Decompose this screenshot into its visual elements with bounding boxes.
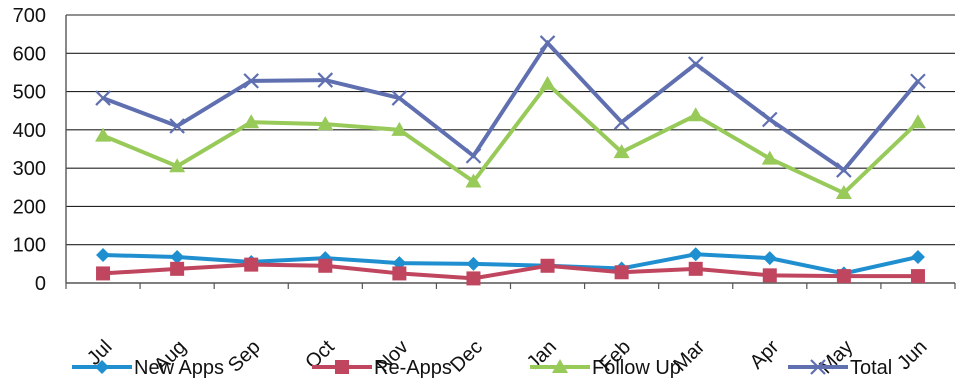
point-follow-up-jun <box>909 114 926 129</box>
point-total-apr <box>762 111 778 128</box>
series-layer <box>95 35 926 286</box>
point-total-jun <box>910 73 926 90</box>
point-total-jan <box>539 35 556 51</box>
point-total-oct <box>317 72 334 88</box>
legend-label-new-apps: New Apps <box>134 357 224 379</box>
point-follow-up-apr <box>761 150 778 165</box>
point-follow-up-may <box>835 185 852 200</box>
series-line-follow-up <box>102 80 920 196</box>
point-re-apps-mar <box>688 261 703 276</box>
point-re-apps-may <box>836 269 851 284</box>
x-tick-label-sep: Sep <box>224 336 265 377</box>
legend-label-follow-up: Follow Up <box>592 357 681 379</box>
point-follow-up-aug <box>169 158 186 173</box>
point-follow-up-jul <box>95 127 112 142</box>
point-new-apps-dec <box>466 256 481 271</box>
point-follow-up-feb <box>613 144 630 159</box>
point-new-apps-jun <box>910 249 925 264</box>
legend-item-total: Total <box>788 357 892 379</box>
x-tick-label-dec: Dec <box>446 336 487 377</box>
point-total-jul <box>95 90 111 106</box>
legend-item-follow-up: Follow Up <box>530 357 681 379</box>
point-follow-up-sep <box>243 114 260 129</box>
point-re-apps-sep <box>244 257 259 272</box>
y-tick-label: 500 <box>13 82 46 104</box>
point-re-apps-jun <box>910 269 925 284</box>
x-tick-label-apr: Apr <box>746 336 784 374</box>
point-follow-up-oct <box>317 116 334 131</box>
y-tick-label: 700 <box>13 5 46 27</box>
x-tick-label-jun: Jun <box>893 336 931 374</box>
point-follow-up-mar <box>687 107 704 122</box>
point-new-apps-mar <box>688 247 703 262</box>
point-total-dec <box>465 148 482 164</box>
point-re-apps-jul <box>96 266 111 281</box>
point-follow-up-dec <box>465 173 482 188</box>
y-tick-label: 400 <box>13 120 46 142</box>
point-re-apps-nov <box>392 266 407 281</box>
point-total-may <box>836 162 852 178</box>
y-tick-label: 600 <box>13 43 46 65</box>
point-follow-up-jan <box>539 75 556 90</box>
point-new-apps-apr <box>762 251 777 266</box>
legend-item-re-apps: Re-Apps <box>312 357 452 379</box>
legend-marker-total <box>810 359 826 375</box>
y-tick-label: 300 <box>13 158 46 180</box>
series-line-total <box>102 39 920 173</box>
series-re-apps <box>96 257 925 286</box>
point-total-mar <box>687 56 704 72</box>
series-line-new-apps <box>102 252 919 276</box>
legend-label-total: Total <box>850 357 892 379</box>
point-new-apps-jul <box>96 248 111 263</box>
legend: New Apps Re-Apps Follow Up Total <box>72 357 892 379</box>
legend-marker-new-apps <box>95 360 109 374</box>
point-re-apps-jan <box>540 258 555 273</box>
y-tick-label: 0 <box>35 273 46 295</box>
point-follow-up-nov <box>391 121 408 136</box>
y-tick-label: 100 <box>13 235 46 257</box>
legend-marker-follow-up <box>552 359 568 373</box>
legend-label-re-apps: Re-Apps <box>374 357 452 379</box>
legend-item-new-apps: New Apps <box>72 357 224 379</box>
point-re-apps-apr <box>762 268 777 283</box>
point-total-nov <box>391 90 408 106</box>
point-re-apps-dec <box>466 271 481 286</box>
y-tick-label: 200 <box>13 196 46 218</box>
legend-marker-re-apps <box>335 360 349 374</box>
point-new-apps-aug <box>170 249 185 264</box>
point-re-apps-oct <box>318 258 333 273</box>
series-line-re-apps <box>102 262 918 281</box>
point-re-apps-aug <box>170 261 185 276</box>
point-total-aug <box>169 118 185 134</box>
series-follow-up <box>95 75 926 200</box>
point-total-feb <box>613 114 630 130</box>
point-total-sep <box>243 73 259 89</box>
series-total <box>95 35 926 178</box>
point-re-apps-feb <box>614 265 629 280</box>
grid-layer <box>66 14 955 284</box>
